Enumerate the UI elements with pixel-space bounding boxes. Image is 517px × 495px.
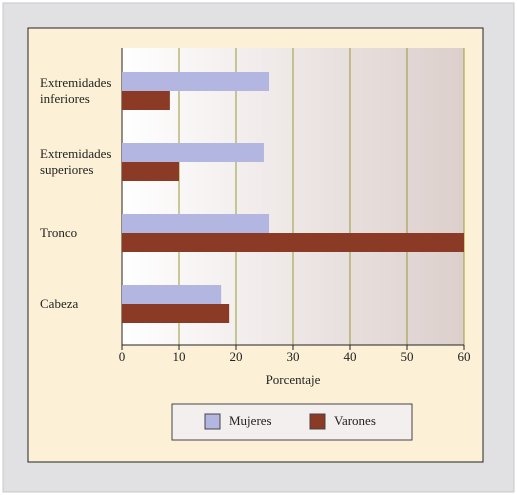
x-axis-label: Porcentaje — [266, 372, 321, 387]
y-tick-label: Extremidades inferiores — [40, 75, 112, 106]
legend-label: Varones — [334, 413, 376, 428]
x-tick-label: 60 — [458, 349, 471, 364]
bar — [122, 143, 264, 162]
bar — [122, 233, 464, 252]
y-tick-label: Cabeza — [40, 296, 79, 311]
y-tick-label: Tronco — [40, 225, 78, 240]
x-tick-label: 10 — [173, 349, 186, 364]
bar — [122, 162, 179, 181]
x-tick-label: 40 — [344, 349, 357, 364]
bar — [122, 72, 270, 91]
x-tick-label: 50 — [401, 349, 414, 364]
x-tick-label: 0 — [119, 349, 126, 364]
x-tick-label: 20 — [230, 349, 243, 364]
x-tick-label: 30 — [287, 349, 300, 364]
bar — [122, 304, 230, 323]
legend-swatch — [309, 413, 326, 430]
bar — [122, 214, 270, 233]
legend-swatch — [204, 413, 221, 430]
bar — [122, 285, 222, 304]
bar — [122, 91, 170, 110]
y-tick-label: Extremidades superiores — [40, 146, 112, 177]
legend-label: Mujeres — [229, 413, 272, 428]
